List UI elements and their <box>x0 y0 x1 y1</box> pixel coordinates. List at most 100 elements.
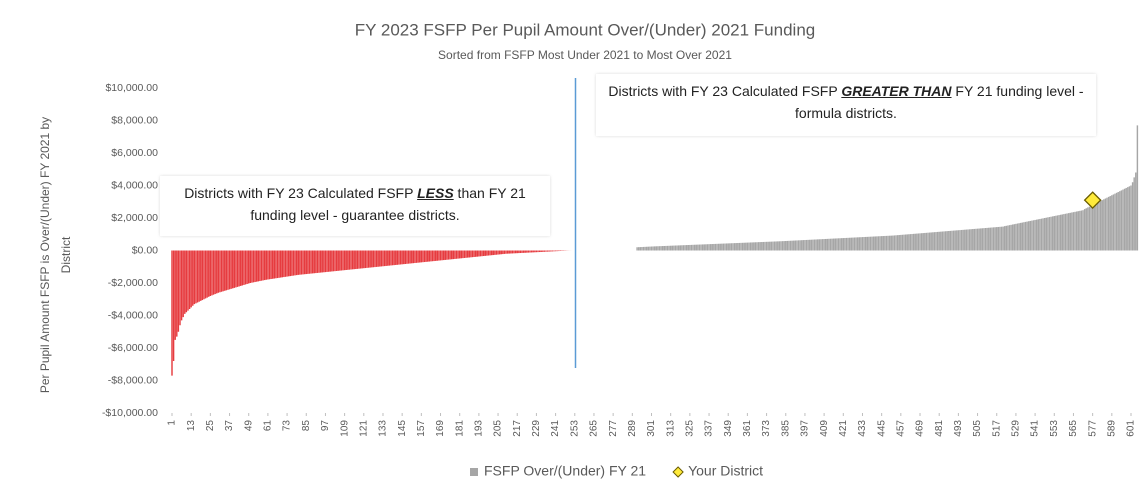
bar <box>848 237 851 251</box>
bar <box>286 250 288 277</box>
bar <box>927 232 929 251</box>
y-axis-title-line: District <box>59 236 73 273</box>
bar <box>409 250 411 264</box>
bar <box>311 250 314 274</box>
bar <box>291 250 293 276</box>
bar <box>864 236 867 251</box>
bar <box>455 250 458 259</box>
bar <box>420 250 423 263</box>
bar <box>888 235 891 251</box>
bar <box>832 238 835 251</box>
bar <box>558 250 560 252</box>
bar <box>1111 195 1113 251</box>
bar <box>195 250 197 304</box>
bar <box>935 232 937 251</box>
bar <box>799 240 801 251</box>
bar <box>948 231 950 251</box>
bar <box>212 250 215 295</box>
bar <box>666 245 669 251</box>
bar <box>837 238 840 251</box>
bar <box>1130 185 1132 251</box>
bar <box>530 250 533 253</box>
bar <box>852 237 854 251</box>
bar <box>1115 192 1118 251</box>
y-tick-label: $8,000.00 <box>111 114 158 126</box>
bar <box>495 250 498 255</box>
bar <box>313 250 315 274</box>
x-tick-label: 13 <box>186 420 197 432</box>
bar <box>673 245 675 251</box>
bar <box>339 250 341 271</box>
bar <box>1104 198 1107 251</box>
bar <box>1106 197 1108 251</box>
bar <box>912 233 915 251</box>
bar <box>847 237 849 251</box>
bar <box>874 236 876 251</box>
bar <box>748 242 750 251</box>
bar <box>705 244 707 251</box>
annotation-emphasis: GREATER THAN <box>841 83 952 99</box>
x-tick-label: 589 <box>1106 420 1117 437</box>
bar <box>1042 218 1044 251</box>
bar <box>697 244 699 251</box>
bar <box>388 250 391 266</box>
bar <box>724 243 726 251</box>
y-tick-label: -$4,000.00 <box>108 309 158 321</box>
bar <box>379 250 381 267</box>
bar <box>331 250 333 272</box>
bar <box>238 250 240 287</box>
bar <box>682 245 685 251</box>
bar <box>944 231 947 251</box>
bar <box>1016 223 1019 251</box>
x-tick-label: 277 <box>608 420 619 437</box>
bar <box>482 250 485 257</box>
bar <box>684 245 686 251</box>
bar <box>500 250 502 255</box>
bar <box>470 250 472 258</box>
bar <box>1032 220 1035 251</box>
bar <box>1107 196 1110 251</box>
bar <box>556 250 558 252</box>
bar <box>399 250 402 265</box>
bar <box>366 250 368 268</box>
bar <box>1045 217 1048 251</box>
bar <box>351 250 354 270</box>
bar <box>641 247 643 251</box>
x-tick-label: 529 <box>1011 420 1022 437</box>
y-tick-label: $6,000.00 <box>111 147 158 159</box>
bar <box>802 240 805 251</box>
bar <box>984 228 987 251</box>
bar <box>1093 204 1095 251</box>
bar <box>545 250 547 252</box>
annotation-emphasis: LESS <box>417 185 454 201</box>
bar <box>273 250 276 279</box>
bar <box>1019 222 1022 251</box>
bar <box>636 247 638 251</box>
bar <box>863 237 865 251</box>
bar <box>355 250 357 270</box>
bar <box>988 227 990 251</box>
bar <box>190 250 192 308</box>
bar <box>829 238 832 251</box>
bar <box>909 234 912 251</box>
bar <box>267 250 269 280</box>
bar <box>645 246 648 251</box>
bar <box>458 250 461 259</box>
x-tick-label: 193 <box>474 420 485 437</box>
bar <box>353 250 355 270</box>
bar <box>906 234 908 251</box>
bar <box>254 250 256 283</box>
bar <box>390 250 392 266</box>
bar <box>919 233 921 251</box>
bar <box>904 234 907 251</box>
bar <box>764 241 766 251</box>
bar <box>789 240 792 251</box>
bar <box>383 250 386 267</box>
bar <box>893 235 896 251</box>
bar <box>363 250 365 269</box>
x-tick-label: 157 <box>416 420 427 437</box>
x-tick-label: 337 <box>704 420 715 437</box>
bar <box>693 244 696 251</box>
bar <box>1055 215 1057 251</box>
bar <box>721 243 723 251</box>
